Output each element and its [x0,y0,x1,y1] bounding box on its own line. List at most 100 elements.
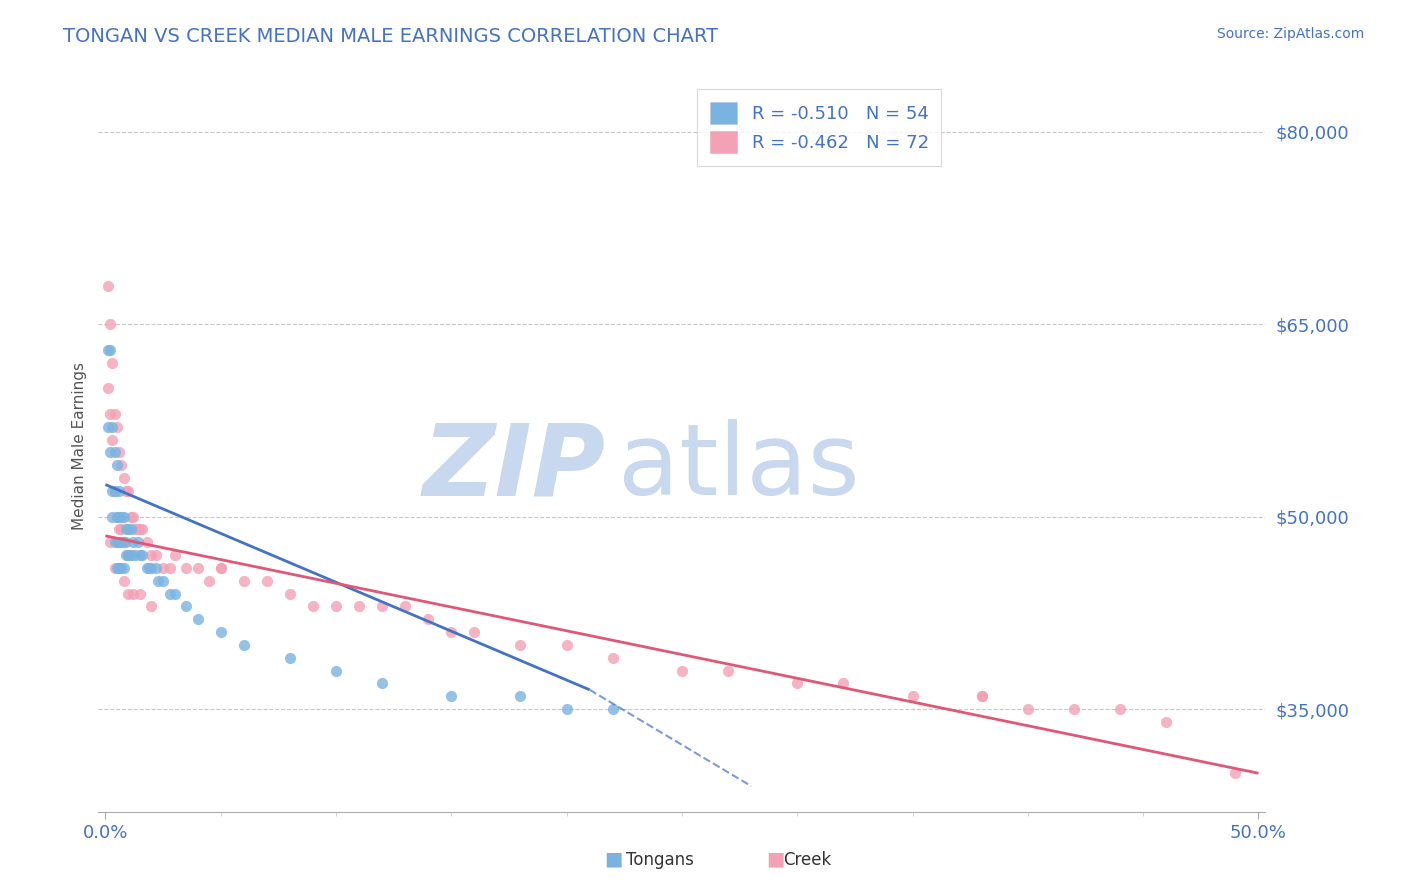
Point [163,548,186,562]
Point [108,509,131,524]
Point [98,445,121,459]
Point [1109,702,1132,716]
Point [112,471,135,485]
Point [117,548,139,562]
Point [108,523,131,537]
Point [110,509,132,524]
Point [122,535,145,549]
Point [112,535,135,549]
Legend: R = -0.510   N = 54, R = -0.462   N = 72: R = -0.510 N = 54, R = -0.462 N = 72 [697,89,941,166]
Point [138,561,160,575]
Point [209,625,232,640]
Point [901,690,924,704]
Point [97,278,120,293]
Point [115,535,138,549]
Point [117,483,139,498]
Point [129,548,152,562]
Point [112,561,135,575]
Point [112,574,135,588]
Point [418,612,440,626]
Point [115,483,138,498]
Point [108,483,131,498]
Text: ZIP: ZIP [423,419,606,516]
Point [101,419,124,434]
Point [325,599,347,614]
Point [209,561,232,575]
Point [174,561,197,575]
Point [135,535,157,549]
Point [256,574,278,588]
Point [131,548,153,562]
Point [105,509,128,524]
Point [1154,714,1177,729]
Point [103,407,125,421]
Point [127,523,149,537]
Point [110,523,132,537]
Point [105,458,128,473]
Point [120,548,142,562]
Point [108,561,131,575]
Point [152,574,174,588]
Point [371,599,394,614]
Point [101,433,124,447]
Point [187,561,209,575]
Point [232,574,254,588]
Point [145,561,167,575]
Y-axis label: Median Male Earnings: Median Male Earnings [72,362,87,530]
Point [278,586,301,600]
Point [120,509,142,524]
Point [129,586,152,600]
Point [120,523,142,537]
Text: TONGAN VS CREEK MEDIAN MALE EARNINGS CORRELATION CHART: TONGAN VS CREEK MEDIAN MALE EARNINGS COR… [63,27,718,45]
Point [555,702,578,716]
Point [440,690,463,704]
Point [103,483,125,498]
Point [98,317,121,331]
Point [115,523,138,537]
Point [98,343,121,357]
Point [602,702,624,716]
Point [103,561,125,575]
Point [198,574,221,588]
Point [122,509,145,524]
Point [108,535,131,549]
Point [124,523,146,537]
Point [129,523,152,537]
Point [671,664,693,678]
Point [786,676,808,690]
Point [98,535,121,549]
Point [105,561,128,575]
Point [163,586,186,600]
Point [347,599,370,614]
Text: atlas: atlas [617,419,859,516]
Point [832,676,855,690]
Point [112,509,135,524]
Text: Source: ZipAtlas.com: Source: ZipAtlas.com [1216,27,1364,41]
Point [278,650,301,665]
Point [440,625,463,640]
Point [127,535,149,549]
Point [135,561,157,575]
Point [152,561,174,575]
Point [1017,702,1039,716]
Point [970,690,993,704]
Point [122,586,145,600]
Point [108,561,131,575]
Point [1225,766,1247,780]
Text: ■: ■ [605,850,623,869]
Point [970,690,993,704]
Point [141,561,163,575]
Point [120,548,142,562]
Point [509,690,531,704]
Point [141,599,163,614]
Point [148,574,170,588]
Point [101,355,124,369]
Point [509,638,531,652]
Point [141,548,163,562]
Point [110,561,132,575]
Text: Creek: Creek [783,851,831,869]
Point [103,445,125,459]
Point [145,548,167,562]
Point [97,343,120,357]
Point [124,548,146,562]
